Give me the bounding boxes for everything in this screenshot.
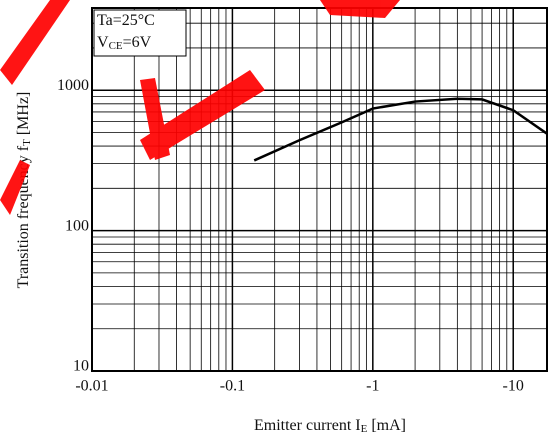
x-tick-label: -10 [503, 378, 524, 395]
annotation: Ta=25°C [97, 12, 155, 29]
watermark-shape [0, 0, 70, 85]
watermark-shape [140, 70, 265, 160]
label-part: V [97, 34, 109, 51]
y-tick-label: 1000 [57, 77, 89, 94]
label-part: [mA] [367, 417, 406, 434]
plot-frame [91, 7, 548, 372]
label-part: Ta=25°C [97, 12, 155, 29]
data-line [253, 97, 547, 162]
annotation-box [93, 9, 187, 57]
watermark-shape [320, 0, 400, 18]
subscript: E [361, 423, 368, 435]
watermark-shape [0, 160, 30, 215]
x-axis-label: Emitter current IE [mA] [254, 417, 406, 435]
annotations: Ta=25°C VCE=6V [97, 12, 155, 52]
watermark [0, 0, 400, 215]
subscript: T [21, 139, 33, 146]
grid [91, 8, 547, 372]
labels: -0.01 -0.1 -1 -10 10 100 1000 Emitter current I… [15, 77, 524, 435]
label-part: =6V [123, 34, 152, 51]
annotation: VCE=6V [97, 34, 152, 52]
y-tick-label: 100 [65, 217, 89, 234]
label-part: [MHz] [15, 92, 32, 140]
label-part: Emitter current I [254, 417, 361, 434]
x-tick-label: -0.1 [220, 378, 245, 395]
subscript: CE [109, 40, 123, 52]
x-tick-label: -1 [366, 378, 379, 395]
plot-lines [253, 97, 547, 162]
watermark-shape [140, 78, 170, 160]
x-tick-label: -0.01 [75, 378, 108, 395]
y-tick-label: 10 [73, 358, 89, 375]
